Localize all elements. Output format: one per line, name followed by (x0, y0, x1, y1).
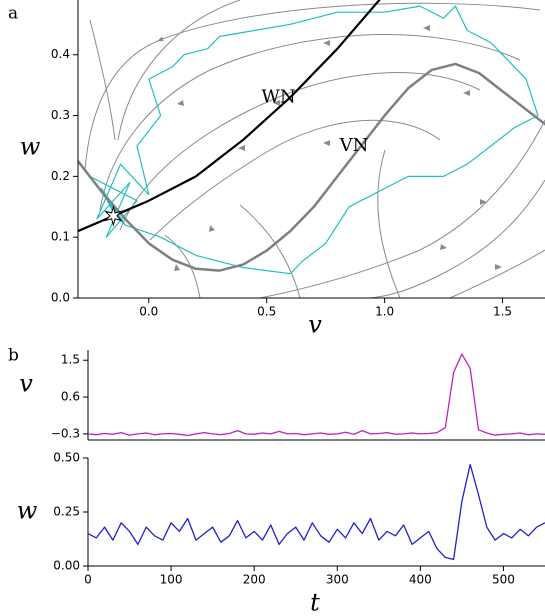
x-tick-label: 0 (84, 573, 92, 587)
y-tick-label: 0.00 (53, 559, 80, 573)
y-tick-label: 0.6 (61, 390, 80, 404)
y-tick-label: 1.5 (61, 353, 80, 367)
x-tick-label: 0.0 (139, 305, 158, 319)
plot-area-a (78, 0, 545, 275)
x-axis-label: t (310, 589, 320, 616)
x-tick-label: 100 (160, 573, 183, 587)
x-axis-label: v (308, 311, 322, 339)
x-tick-label: 500 (492, 573, 515, 587)
y-tick-label: −0.3 (51, 426, 80, 440)
fixed-point (104, 205, 123, 227)
panel-label: a (8, 4, 18, 24)
x-tick-label: 1.0 (375, 305, 394, 319)
y-axis-label: w (20, 133, 41, 161)
y-tick-label: 0.0 (51, 291, 70, 305)
y-tick-label: 0.2 (51, 169, 70, 183)
y-tick-label: 0.1 (51, 230, 70, 244)
series-line (78, 62, 545, 272)
y-tick-label: 0.3 (51, 108, 70, 122)
x-tick-label: 1.5 (493, 305, 512, 319)
series-line (89, 5, 539, 275)
y-axis-label: w (17, 497, 38, 525)
streamlines (84, 0, 545, 298)
y-tick-label: 0.4 (51, 47, 70, 61)
x-tick-label: 400 (409, 573, 432, 587)
annotation: VN (339, 135, 369, 156)
series-line (87, 353, 545, 437)
x-tick-label: 300 (326, 573, 349, 587)
annotation: WN (261, 86, 295, 107)
x-tick-label: 0.5 (257, 305, 276, 319)
y-tick-label: 0.50 (53, 451, 80, 465)
x-tick-label: 200 (243, 573, 266, 587)
y-axis-label: v (19, 370, 33, 398)
panel-label: b (8, 346, 19, 366)
series-line (87, 463, 545, 561)
y-tick-label: 0.25 (53, 505, 80, 519)
